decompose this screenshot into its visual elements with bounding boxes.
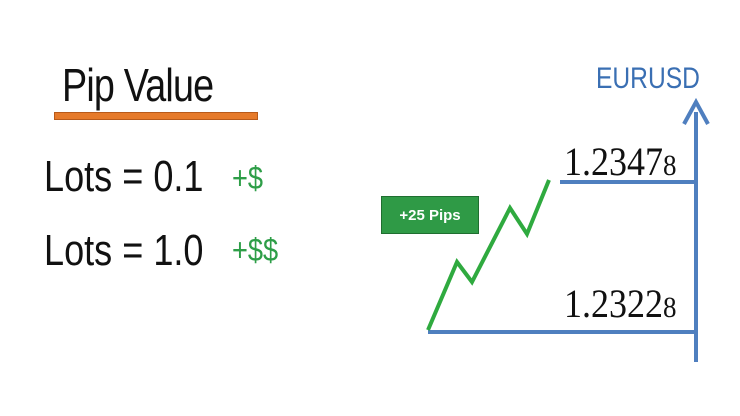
- low-price-label: 1.23228: [564, 280, 677, 327]
- high-price-main: 1.2347: [564, 139, 663, 184]
- high-price-fraction: 8: [663, 149, 677, 182]
- pips-badge: +25 Pips: [381, 196, 479, 234]
- currency-pair-label: EURUSD: [596, 62, 700, 95]
- title-underline: [54, 112, 258, 120]
- lots-label-small: Lots = 0.1: [44, 152, 204, 201]
- lots-label-large: Lots = 1.0: [44, 226, 204, 275]
- price-trend-line: [426, 179, 551, 331]
- gain-small: +$: [232, 160, 264, 196]
- axis-arrow-icon: [682, 97, 710, 125]
- high-price-label: 1.23478: [564, 138, 677, 185]
- page-title: Pip Value: [62, 59, 214, 111]
- gain-large: +$$: [232, 232, 279, 268]
- low-price-fraction: 8: [663, 291, 677, 324]
- low-price-main: 1.2322: [564, 281, 663, 326]
